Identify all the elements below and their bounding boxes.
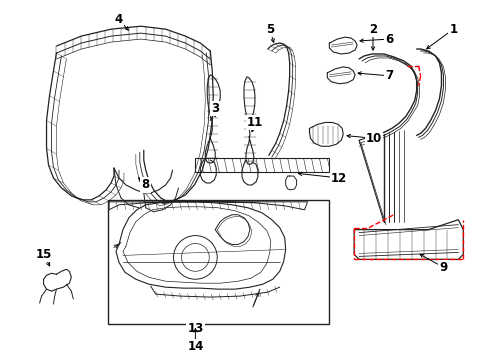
Text: 3: 3: [211, 102, 219, 115]
Text: 11: 11: [246, 116, 263, 129]
Text: 9: 9: [438, 261, 447, 274]
Text: 15: 15: [35, 248, 52, 261]
Text: 1: 1: [448, 23, 456, 36]
FancyBboxPatch shape: [195, 158, 328, 172]
Text: 14: 14: [187, 340, 203, 353]
Text: 5: 5: [265, 23, 273, 36]
Text: 7: 7: [384, 69, 392, 82]
Text: 6: 6: [384, 33, 392, 46]
Text: 12: 12: [330, 171, 346, 185]
Text: 8: 8: [142, 179, 150, 192]
Text: 4: 4: [115, 13, 123, 26]
Bar: [108, 200, 328, 324]
Text: 10: 10: [365, 132, 381, 145]
Text: 13: 13: [187, 322, 203, 336]
Text: 2: 2: [368, 23, 376, 36]
